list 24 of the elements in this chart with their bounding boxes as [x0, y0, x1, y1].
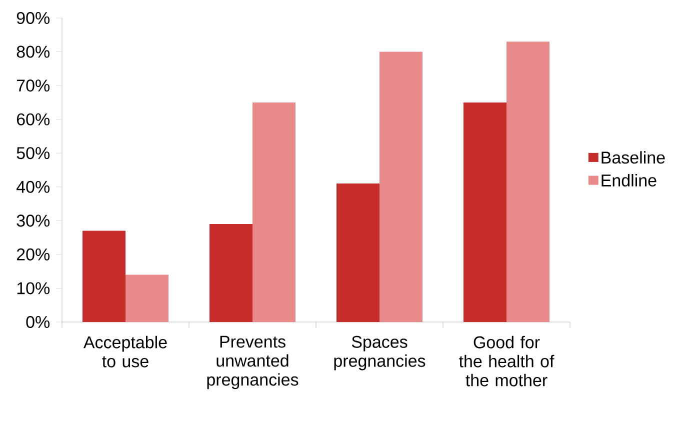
y-tick-label: 80%: [16, 46, 50, 58]
y-tick-label: 40%: [16, 180, 50, 193]
y-tick-label: 60%: [16, 113, 50, 126]
bar: [252, 102, 296, 322]
bar: [506, 42, 550, 322]
legend-label: Baseline: [602, 151, 665, 164]
x-tick-label: Prevents unwanted pregnancies: [207, 336, 298, 390]
y-tick-label: 30%: [16, 214, 50, 227]
y-tick-label: 70%: [16, 80, 50, 92]
bar: [464, 102, 506, 322]
y-tick-label: 0%: [26, 316, 50, 328]
x-tick-label: Spaces pregnancies: [334, 336, 426, 370]
y-tick-label: 50%: [16, 147, 50, 160]
y-tick-label: 90%: [16, 12, 50, 24]
legend-label: Endline: [602, 174, 656, 186]
bar: [210, 224, 252, 322]
bar: [82, 230, 126, 322]
x-tick-label: Acceptable to use: [83, 336, 167, 368]
x-tick-label: Good for the health of the mother: [459, 336, 554, 386]
y-tick-label: 10%: [17, 282, 50, 294]
bar: [380, 52, 422, 322]
y-tick-label: 20%: [16, 248, 50, 260]
bar: [336, 184, 380, 322]
bar: [126, 274, 168, 322]
